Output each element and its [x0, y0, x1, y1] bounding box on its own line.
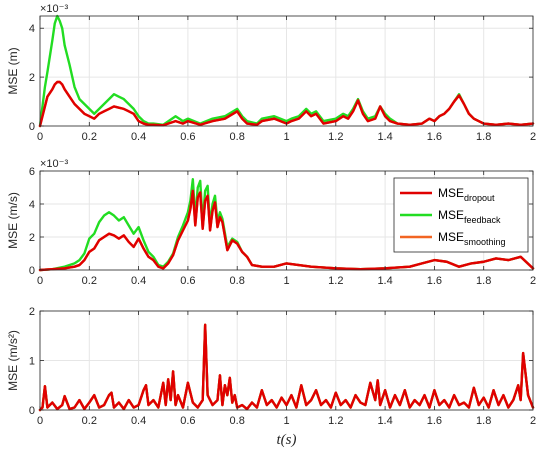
y-axis-label: MSE (m/s): [6, 192, 20, 249]
y-tick-label: 2: [29, 306, 35, 318]
y-tick-label: 0: [29, 121, 35, 133]
y-tick-label: 0: [29, 405, 35, 417]
x-tick-label: 0.8: [230, 275, 245, 287]
y-multiplier-label: ×10⁻³: [40, 158, 68, 170]
x-tick-label: 0.6: [180, 275, 195, 287]
x-tick-label: 0: [37, 131, 43, 143]
y-tick-label: 0: [29, 265, 35, 277]
y-tick-label: 4: [29, 199, 35, 211]
y-tick-label: 1: [29, 356, 35, 368]
x-tick-label: 1.8: [476, 131, 491, 143]
x-tick-label: 0: [37, 275, 43, 287]
y-tick-label: 2: [29, 72, 35, 84]
series-line-mse-dropout: [38, 323, 535, 412]
x-tick-label: 1.2: [328, 275, 343, 287]
x-tick-label: 0.6: [180, 415, 195, 427]
x-tick-label: 2: [530, 415, 536, 427]
y-tick-label: 6: [29, 166, 35, 178]
y-axis-label: MSE (m/s²): [6, 330, 20, 391]
x-tick-label: 1: [283, 275, 289, 287]
x-tick-label: 1.6: [427, 415, 442, 427]
panel-2: 0 0.2 0.4 0.6 0.8 1 1.2 1.4 1.6 1.8 2 0 2 4 6 ×10⁻³ MSE …: [6, 158, 536, 287]
x-tick-label: 0: [37, 415, 43, 427]
x-axis-label: t(s): [277, 432, 297, 448]
x-tick-label: 1.6: [427, 275, 442, 287]
x-tick-label: 1.8: [476, 275, 491, 287]
x-tick-label: 1.8: [476, 415, 491, 427]
series-line-mse-dropout: [38, 189, 535, 272]
x-tick-label: 0.4: [131, 275, 146, 287]
x-tick-label: 1.2: [328, 131, 343, 143]
y-tick-label: 2: [29, 232, 35, 244]
x-tick-label: 0.8: [230, 415, 245, 427]
x-tick-label: 1.4: [377, 415, 392, 427]
y-axis-label: MSE (m): [6, 47, 20, 94]
x-tick-label: 1.4: [377, 275, 392, 287]
x-tick-label: 2: [530, 275, 536, 287]
x-tick-label: 0.2: [82, 275, 97, 287]
x-tick-label: 1: [283, 415, 289, 427]
panel-1: 0 0.2 0.4 0.6 0.8 1 1.2 1.4 1.6 1.8 2 0 2 4 ×10⁻³ MSE (…: [6, 3, 536, 143]
x-tick-label: 0.2: [82, 415, 97, 427]
x-tick-label: 2: [530, 131, 536, 143]
x-tick-label: 0.8: [230, 131, 245, 143]
panel-3: 0 0.2 0.4 0.6 0.8 1 1.2 1.4 1.6 1.8 2 0 1 2 MSE (m/s²)…: [6, 306, 536, 448]
y-tick-label: 4: [29, 23, 35, 35]
x-tick-label: 1: [283, 131, 289, 143]
x-tick-label: 1.2: [328, 415, 343, 427]
x-tick-label: 0.4: [131, 131, 146, 143]
y-multiplier-label: ×10⁻³: [40, 3, 68, 15]
series-line-mse-dropout: [38, 80, 535, 128]
x-tick-label: 0.2: [82, 131, 97, 143]
x-tick-label: 1.4: [377, 131, 392, 143]
x-tick-label: 0.6: [180, 131, 195, 143]
x-tick-label: 0.4: [131, 415, 146, 427]
x-tick-label: 1.6: [427, 131, 442, 143]
